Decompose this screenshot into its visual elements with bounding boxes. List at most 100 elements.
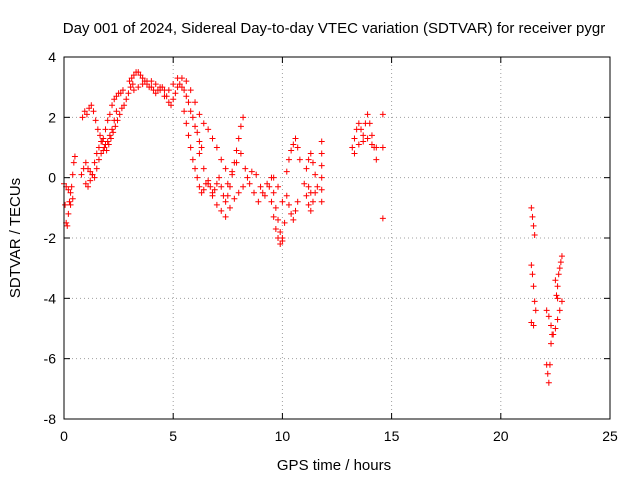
data-point (318, 198, 325, 205)
x-tick-label: 10 (275, 428, 291, 444)
data-point (275, 183, 282, 190)
data-point (205, 180, 212, 187)
data-point (257, 183, 264, 190)
data-point (209, 192, 216, 199)
data-point (555, 271, 562, 278)
data-point (183, 120, 190, 127)
data-point (94, 126, 101, 133)
data-point (104, 138, 111, 145)
data-point (85, 183, 92, 190)
data-point (355, 120, 362, 127)
data-point (194, 174, 201, 181)
data-point (91, 174, 98, 181)
data-point (93, 165, 100, 172)
data-point (67, 189, 74, 196)
data-point (213, 180, 220, 187)
data-point (318, 186, 325, 193)
data-point (88, 102, 95, 109)
data-point (165, 99, 172, 106)
data-point (69, 195, 76, 202)
data-point (349, 144, 356, 151)
y-tick-label: -2 (44, 230, 57, 246)
data-point (318, 150, 325, 157)
data-point (98, 150, 105, 157)
data-point (192, 99, 199, 106)
y-tick-label: -8 (44, 411, 57, 427)
data-point (95, 144, 102, 151)
data-point (296, 156, 303, 163)
data-point (283, 168, 290, 175)
data-point (198, 189, 205, 196)
data-point (261, 192, 268, 199)
data-point (92, 117, 99, 124)
data-point (558, 253, 565, 260)
data-point (69, 171, 76, 178)
data-point (102, 126, 109, 133)
data-point (309, 198, 316, 205)
data-point (106, 132, 113, 139)
data-point (82, 180, 89, 187)
data-point (152, 81, 159, 88)
data-point (368, 132, 375, 139)
data-point (127, 84, 134, 91)
data-point (266, 183, 273, 190)
data-point (307, 207, 314, 214)
data-point (373, 156, 380, 163)
data-point (259, 189, 266, 196)
data-point (200, 165, 207, 172)
data-point (552, 277, 559, 284)
data-point (355, 141, 362, 148)
data-point (290, 141, 297, 148)
data-point (528, 262, 535, 269)
data-point (279, 238, 286, 245)
data-point (272, 204, 279, 211)
data-point (379, 111, 386, 118)
data-point (544, 370, 551, 377)
data-point (200, 120, 207, 127)
data-point (178, 75, 185, 82)
data-point (89, 171, 96, 178)
data-point (196, 150, 203, 157)
data-points (61, 69, 565, 386)
data-point (303, 165, 310, 172)
data-point (283, 192, 290, 199)
data-point (277, 228, 284, 235)
data-point (270, 174, 277, 181)
data-point (318, 138, 325, 145)
data-point (218, 183, 225, 190)
data-point (181, 87, 188, 94)
data-point (532, 307, 539, 314)
data-point (95, 156, 102, 163)
data-point (109, 126, 116, 133)
data-point (235, 135, 242, 142)
data-point (125, 90, 132, 97)
data-point (244, 174, 251, 181)
data-point (279, 198, 286, 205)
data-point (187, 144, 194, 151)
data-point (196, 183, 203, 190)
x-tick-label: 5 (169, 428, 177, 444)
data-point (240, 114, 247, 121)
data-point (554, 283, 561, 290)
data-point (218, 156, 225, 163)
data-point (268, 198, 275, 205)
data-point (91, 159, 98, 166)
data-point (172, 90, 179, 97)
data-point (135, 84, 142, 91)
data-point (248, 168, 255, 175)
data-point (312, 171, 319, 178)
data-point (264, 180, 271, 187)
data-point (170, 81, 177, 88)
data-point (237, 150, 244, 157)
data-point (556, 307, 563, 314)
data-point (148, 84, 155, 91)
data-point (176, 81, 183, 88)
data-point (307, 150, 314, 157)
data-point (90, 108, 97, 115)
data-point (270, 189, 277, 196)
data-point (275, 216, 282, 223)
data-point (233, 147, 240, 154)
data-point (86, 105, 93, 112)
data-point (116, 111, 123, 118)
data-point (211, 186, 218, 193)
